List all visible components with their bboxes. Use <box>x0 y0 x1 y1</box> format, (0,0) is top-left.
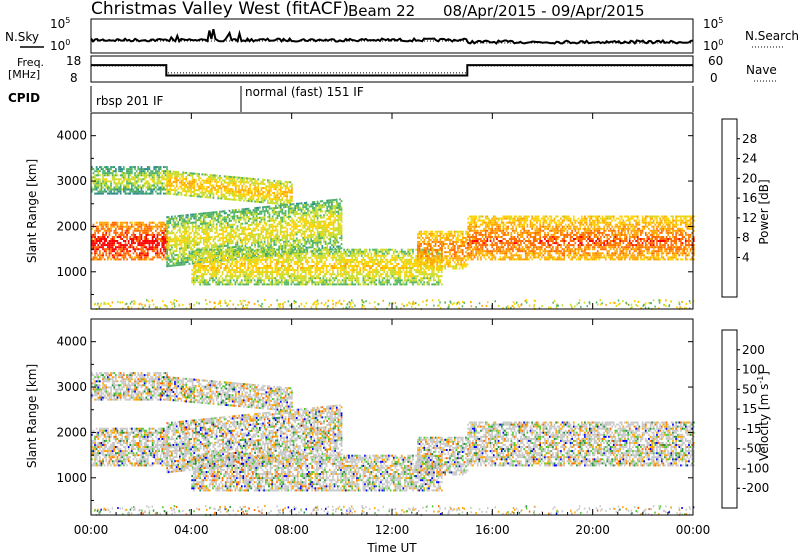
cpid-segment-2: normal (fast) 151 IF <box>245 85 364 99</box>
echo-region-power <box>91 221 168 261</box>
y-tick-label: 1000 <box>56 265 87 279</box>
velocity-scale-tick-label: 200 <box>742 343 765 357</box>
x-tick-label: 04:00 <box>174 523 209 537</box>
noise-left-tick-bottom: 100 <box>50 38 70 53</box>
noise-search-series <box>91 40 693 44</box>
nave-right-tick-top: 60 <box>708 54 723 68</box>
cpid-label: CPID <box>8 91 40 105</box>
velocity-ylabel: Slant Range [km] <box>25 364 39 468</box>
power-echoes <box>91 166 695 311</box>
power-scale-title: Power [dB] <box>757 179 771 244</box>
power-scale-tick-label: 8 <box>742 231 750 245</box>
power-ylabel: Slant Range [km] <box>25 159 39 263</box>
freq-left-tick-top: 18 <box>66 54 81 68</box>
power-scale-tick-label: 24 <box>742 152 757 166</box>
velocity-scale-tick-label: 50 <box>742 382 757 396</box>
near-range-speckle <box>94 299 695 311</box>
x-ticks: 00:00 04:00 08:00 12:00 16:00 20:00 00:00 <box>74 113 711 537</box>
velocity-colorbar: 200 100 50 15 -15 -50 -100 -200 <box>721 329 769 509</box>
cpid-panel: CPID rbsp 201 IF normal (fast) 151 IF <box>8 85 694 112</box>
power-scale-tick-label: 12 <box>742 211 757 225</box>
x-tick-label: 08:00 <box>274 523 309 537</box>
power-colorbar: 28 24 20 16 12 8 4 <box>721 118 757 298</box>
power-scale-tick-label: 4 <box>742 250 750 264</box>
echo-region-power <box>91 166 168 195</box>
noise-left-tick-top: 105 <box>50 16 70 31</box>
echo-region-velocity <box>91 372 168 401</box>
power-scale-tick-label: 20 <box>742 171 757 185</box>
beam-label: Beam 22 <box>348 2 415 20</box>
velocity-scale-tick-label: 15 <box>742 402 757 416</box>
echo-region-power <box>467 215 695 261</box>
velocity-y-ticks: 1000 2000 3000 4000 <box>56 335 693 501</box>
noise-sky-series <box>90 28 694 45</box>
noise-right-tick-bottom: 100 <box>703 38 723 53</box>
power-panel: 1000 2000 3000 4000 Slant Range [km] <box>25 112 695 311</box>
cpid-segment-1: rbsp 201 IF <box>96 94 163 108</box>
y-tick-label: 4000 <box>56 335 87 349</box>
nave-right-tick-bottom: 0 <box>710 71 718 85</box>
y-tick-label: 2000 <box>56 219 87 233</box>
x-tick-label: 12:00 <box>375 523 410 537</box>
x-axis-label: Time UT <box>366 541 417 554</box>
x-tick-label: 00:00 <box>676 523 711 537</box>
velocity-scale-tick-label: -50 <box>742 442 762 456</box>
y-tick-label: 3000 <box>56 174 87 188</box>
freq-left-tick-bottom: 8 <box>70 71 78 85</box>
velocity-scale-title: Velocity [m s-1] <box>756 371 771 461</box>
noise-right-tick-top: 105 <box>703 16 723 31</box>
echo-region-power <box>417 230 469 270</box>
frequency-panel: Freq. [MHz] 18 8 60 0 Nave <box>8 54 778 85</box>
nave-label: Nave <box>746 63 777 77</box>
velocity-echoes <box>91 372 695 517</box>
freq-label-2: [MHz] <box>8 68 40 81</box>
power-scale-tick-label: 28 <box>742 132 757 146</box>
y-tick-label: 1000 <box>56 471 87 485</box>
x-tick-label: 16:00 <box>475 523 510 537</box>
y-tick-label: 3000 <box>56 380 87 394</box>
power-y-ticks: 1000 2000 3000 4000 <box>56 129 693 295</box>
y-tick-label: 2000 <box>56 425 87 439</box>
noise-panel: N.Sky 105 100 105 100 N.Search <box>5 16 799 54</box>
noise-right-label: N.Search <box>745 29 799 43</box>
velocity-panel: 1000 2000 3000 4000 00:00 04:00 08:00 12:00 16:… <box>25 113 710 554</box>
nave-series <box>91 65 693 74</box>
velocity-scale-tick-label: -15 <box>742 422 762 436</box>
echo-region-velocity <box>417 436 469 476</box>
echo-region-power <box>191 248 443 286</box>
y-tick-label: 4000 <box>56 129 87 143</box>
echo-region-velocity <box>166 376 293 412</box>
velocity-scale-tick-label: -200 <box>742 481 769 495</box>
freq-label-1: Freq. <box>17 56 44 69</box>
x-tick-label: 20:00 <box>575 523 610 537</box>
x-tick-label: 00:00 <box>74 523 109 537</box>
station-title: Christmas Valley West (fitACF) <box>91 0 349 19</box>
frequency-series <box>91 64 693 77</box>
power-scale-tick-label: 16 <box>742 191 757 205</box>
echo-region-velocity <box>467 421 695 467</box>
near-range-speckle-velocity <box>94 505 695 517</box>
date-range: 08/Apr/2015 - 09/Apr/2015 <box>443 2 645 20</box>
echo-region-power <box>166 170 293 206</box>
velocity-scale-tick-label: 100 <box>742 363 765 377</box>
velocity-scale-tick-label: -100 <box>742 461 769 475</box>
echo-region-velocity <box>91 427 168 467</box>
noise-left-label: N.Sky <box>5 30 39 44</box>
